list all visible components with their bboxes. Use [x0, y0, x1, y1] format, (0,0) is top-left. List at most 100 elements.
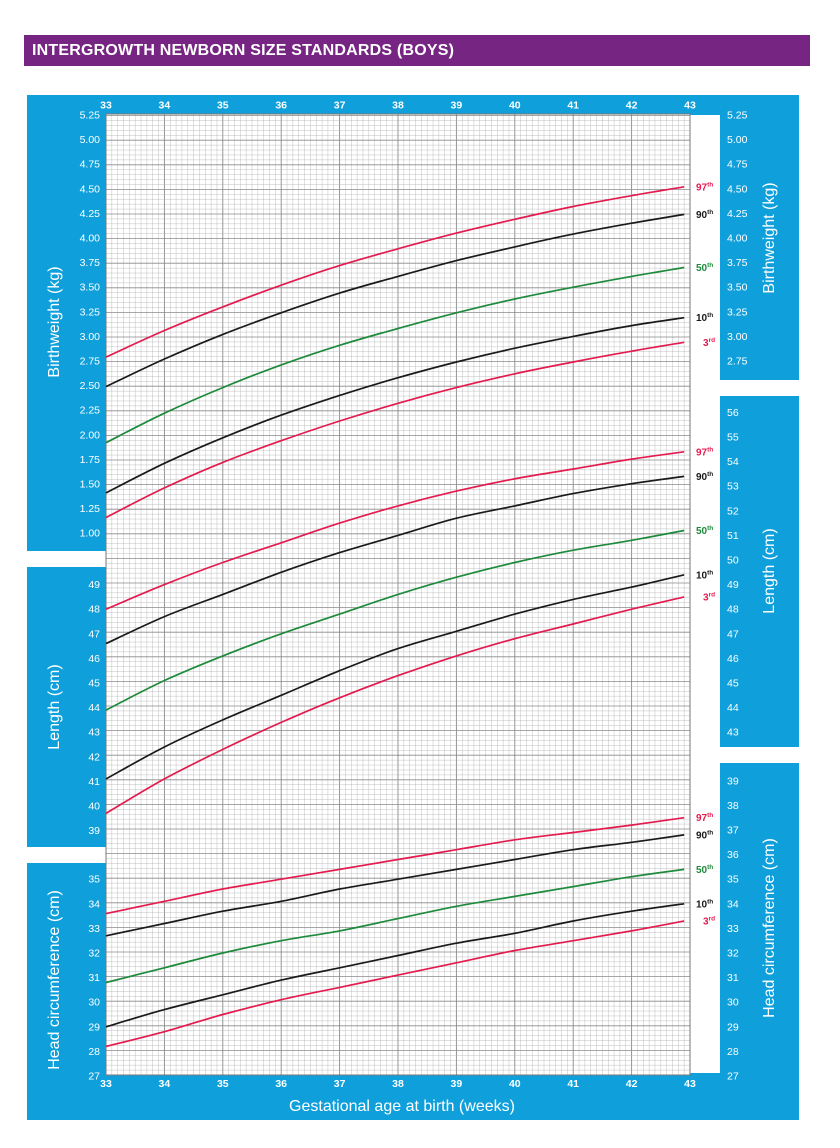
percentile-label-length-p50: 50th: [696, 525, 713, 537]
y-tick-label-right: 36: [727, 849, 739, 861]
curve-birthweight-p97: [105, 185, 685, 358]
y-axis-title-right-head_circumference: Head circumference (cm): [761, 838, 778, 1018]
percentile-label-head_circumference-p3: 3rd: [703, 916, 715, 928]
y-tick-label-left: 1.50: [80, 479, 101, 491]
y-tick-label-left: 41: [88, 776, 100, 788]
y-tick-label-right: 4.50: [727, 183, 748, 195]
curve-birthweight-p50: [105, 266, 685, 444]
y-tick-label-left: 46: [88, 653, 100, 665]
y-tick-label-left: 29: [88, 1021, 100, 1033]
y-axis-title-left-head_circumference: Head circumference (cm): [46, 890, 63, 1070]
percentile-label-head_circumference-p10: 10th: [696, 898, 713, 910]
curve-head_circumference-p90: [105, 834, 685, 937]
y-tick-label-right: 37: [727, 825, 739, 837]
y-tick-label-left: 4.50: [80, 183, 101, 195]
y-tick-label-right: 51: [727, 530, 739, 542]
left-panel-head: [27, 863, 106, 1120]
y-tick-label-right: 3.25: [727, 306, 748, 318]
y-tick-label-left: 2.75: [80, 356, 101, 368]
y-tick-label-right: 49: [727, 579, 739, 591]
x-tick-label-top: 41: [567, 100, 579, 112]
x-tick-label-top: 33: [100, 100, 112, 112]
y-tick-label-left: 2.00: [80, 429, 101, 441]
curve-length-p10: [105, 573, 685, 780]
y-tick-label-right: 34: [727, 898, 739, 910]
y-tick-label-right: 29: [727, 1021, 739, 1033]
y-tick-label-right: 27: [727, 1071, 739, 1083]
y-tick-label-left: 1.00: [80, 528, 101, 540]
y-tick-label-right: 53: [727, 481, 739, 493]
y-tick-label-left: 4.25: [80, 208, 101, 220]
percentile-label-birthweight-p97: 97th: [696, 181, 713, 193]
x-tick-label-top: 40: [509, 100, 521, 112]
left-panel-birthweight: [27, 95, 106, 551]
y-tick-label-left: 4.00: [80, 233, 101, 245]
y-tick-label-left: 27: [88, 1071, 100, 1083]
y-tick-label-left: 3.75: [80, 257, 101, 269]
y-tick-label-right: 5.00: [727, 134, 748, 146]
curve-head_circumference-p3: [105, 920, 685, 1048]
percentile-label-birthweight-p3: 3rd: [703, 337, 715, 349]
y-tick-label-left: 43: [88, 727, 100, 739]
y-tick-label-right: 35: [727, 874, 739, 886]
curve-length-p90: [105, 475, 685, 645]
y-tick-label-left: 5.25: [80, 110, 101, 122]
y-tick-label-left: 39: [88, 825, 100, 837]
percentile-label-birthweight-p50: 50th: [696, 262, 713, 274]
x-tick-label-top: 38: [392, 100, 404, 112]
y-tick-label-right: 3.50: [727, 282, 748, 294]
bottom-axis-band: [27, 1073, 799, 1120]
x-tick-label-bottom: 42: [626, 1078, 638, 1090]
right-panel-birthweight: [720, 95, 799, 380]
y-tick-label-right: 2.75: [727, 356, 748, 368]
y-tick-label-right: 3.75: [727, 257, 748, 269]
y-axis-title-left-birthweight: Birthweight (kg): [46, 266, 63, 377]
y-tick-label-right: 43: [727, 727, 739, 739]
x-axis-title: Gestational age at birth (weeks): [289, 1098, 515, 1115]
curve-length-p3: [105, 596, 685, 815]
y-axis-title-right-length: Length (cm): [761, 528, 778, 613]
percentile-label-length-p10: 10th: [696, 569, 713, 581]
y-tick-label-left: 5.00: [80, 134, 101, 146]
y-tick-label-left: 35: [88, 874, 100, 886]
x-tick-label-top: 42: [626, 100, 638, 112]
y-tick-label-right: 54: [727, 456, 739, 468]
percentile-curves: [105, 185, 685, 1048]
y-tick-label-left: 34: [88, 898, 100, 910]
x-tick-label-bottom: 39: [451, 1078, 463, 1090]
chart-header-title: INTERGROWTH NEWBORN SIZE STANDARDS (BOYS…: [24, 35, 810, 66]
y-tick-label-left: 1.25: [80, 503, 101, 515]
y-tick-label-right: 3.00: [727, 331, 748, 343]
axis-titles: Birthweight (kg) Length (cm) Head circumfe…: [46, 182, 778, 1115]
y-tick-label-right: 39: [727, 775, 739, 787]
y-axis-title-left-length: Length (cm): [46, 664, 63, 749]
y-tick-label-right: 48: [727, 604, 739, 616]
y-tick-label-right: 30: [727, 997, 739, 1009]
y-tick-label-left: 4.75: [80, 159, 101, 171]
plot-border: [105, 113, 691, 1076]
y-tick-label-left: 3.25: [80, 306, 101, 318]
y-tick-label-right: 4.75: [727, 159, 748, 171]
x-tick-label-top: 43: [684, 100, 696, 112]
x-tick-label-bottom: 36: [275, 1078, 287, 1090]
y-tick-label-left: 31: [88, 972, 100, 984]
percentile-labels: 97th 90th 50th 10th 3rd 97th 90th 50th 10th 3rd 97…: [696, 181, 715, 927]
y-tick-label-left: 49: [88, 579, 100, 591]
y-tick-label-left: 33: [88, 923, 100, 935]
percentile-label-head_circumference-p90: 90th: [696, 829, 713, 841]
y-tick-label-left: 44: [88, 702, 100, 714]
axis-ticks: 33 33 34 34 35 35 36 36 37 37 38 38 39 39 40 40 41 41 42 42…: [80, 100, 748, 1091]
y-tick-label-right: 44: [727, 702, 739, 714]
y-tick-label-left: 3.00: [80, 331, 101, 343]
y-tick-label-left: 40: [88, 801, 100, 813]
y-tick-label-right: 31: [727, 972, 739, 984]
y-tick-label-right: 4.25: [727, 208, 748, 220]
x-tick-label-bottom: 35: [217, 1078, 229, 1090]
y-tick-label-right: 56: [727, 407, 739, 419]
y-tick-label-right: 50: [727, 555, 739, 567]
y-tick-label-left: 3.50: [80, 282, 101, 294]
y-tick-label-right: 32: [727, 948, 739, 960]
y-tick-label-right: 52: [727, 505, 739, 517]
y-tick-label-left: 28: [88, 1046, 100, 1058]
percentile-label-birthweight-p10: 10th: [696, 312, 713, 324]
